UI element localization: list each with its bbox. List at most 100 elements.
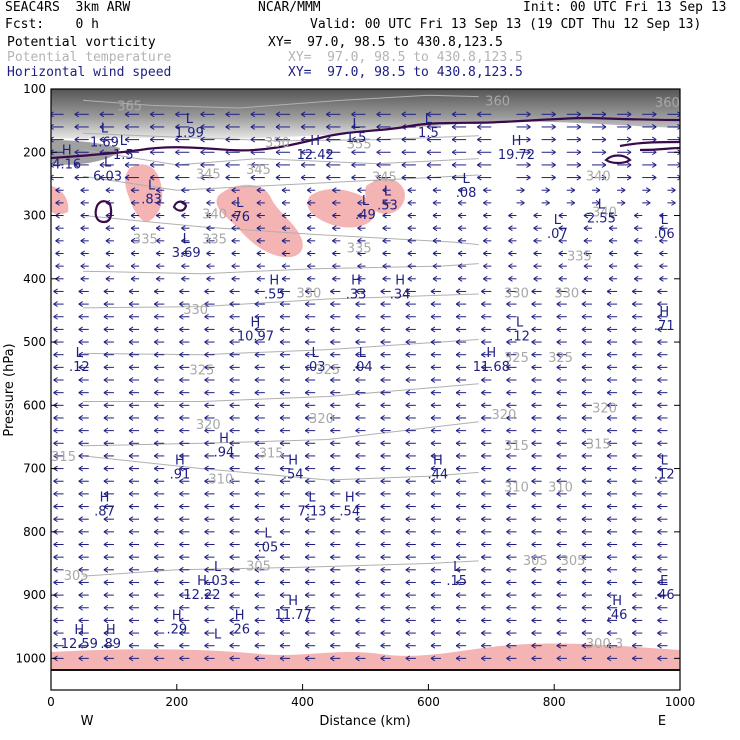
wind-arrow-head (606, 541, 612, 548)
pv-jet-contour-2 (639, 146, 680, 152)
wind-arrow-head (355, 541, 360, 548)
wind-arrow-head (583, 212, 589, 219)
wind-arrow-head (179, 389, 184, 396)
extremum-marker: L (183, 232, 191, 247)
wind-arrow-head (606, 566, 612, 573)
wind-arrow-head (355, 642, 360, 649)
pv-anomaly-1 (51, 186, 69, 215)
extremum-marker: L (661, 213, 669, 228)
wind-arrow-head (477, 161, 482, 168)
wind-arrow-head (204, 528, 209, 535)
wind-arrow-head (153, 617, 159, 624)
extremum-marker: L (101, 121, 109, 136)
field-xy-theta: XY= 97.0, 98.5 to 430.8,123.5 (288, 50, 523, 65)
wind-arrow-head (179, 566, 184, 573)
wind-arrow-head (103, 541, 109, 548)
extremum-marker: H (100, 490, 110, 505)
wind-arrow-head (355, 604, 360, 611)
theta-label: 345 (246, 163, 271, 178)
wind-arrow-head (457, 199, 463, 206)
wind-arrow-head (633, 263, 639, 270)
wind-arrow-head (608, 275, 614, 282)
wind-arrow-head (626, 174, 632, 181)
wind-arrow-head (78, 541, 84, 548)
wind-arrow-head (595, 187, 601, 194)
theta-contour-line (83, 560, 479, 577)
wind-arrow-head (281, 225, 287, 232)
wind-arrow-head (380, 465, 385, 472)
wind-arrow-head (179, 339, 184, 345)
wind-arrow-head (556, 617, 562, 624)
wind-arrow-head (581, 566, 587, 573)
wind-arrow-head (153, 440, 159, 447)
wind-arrow-head (357, 212, 362, 219)
x-tick-label: 600 (417, 695, 440, 709)
wind-arrow-head (481, 364, 486, 371)
wind-arrow-head (606, 478, 612, 485)
wind-arrow-head (304, 478, 310, 485)
wind-arrow-head (124, 111, 130, 118)
wind-arrow-head (531, 541, 536, 548)
wind-arrow-head (477, 136, 482, 143)
wind-arrow-head (531, 503, 536, 510)
wind-arrow-head (128, 478, 134, 485)
wind-arrow-head (179, 630, 184, 636)
wind-arrow-head (606, 301, 612, 308)
extremum-marker: H (175, 454, 185, 469)
wind-arrow-head (430, 554, 436, 561)
x-tick-label: 0 (47, 695, 55, 709)
wind-arrow-head (254, 503, 260, 510)
wind-arrow-head (606, 503, 612, 510)
wind-arrow-head (576, 124, 582, 130)
wind-arrow-head (254, 528, 260, 535)
wind-arrow-head (254, 313, 260, 320)
wind-arrow-head (179, 301, 184, 308)
wind-arrow-head (581, 617, 587, 624)
wind-arrow-head (153, 554, 159, 561)
wind-arrow-head (531, 364, 536, 371)
wind-arrow-head (300, 124, 306, 130)
wind-arrow-head (53, 440, 58, 447)
wind-arrow-head (53, 566, 58, 573)
wind-arrow-head (304, 339, 310, 345)
extremum-marker: L (359, 346, 367, 361)
wind-arrow-head (231, 187, 236, 194)
wind-arrow-head (606, 313, 612, 320)
extremum-value: .89 (100, 637, 121, 652)
wind-arrow-head (608, 212, 614, 219)
wind-arrow-head (332, 199, 337, 206)
wind-arrow-head (254, 364, 260, 371)
extremum-value: .06 (654, 227, 675, 242)
wind-arrow-head (229, 288, 234, 295)
wind-arrow-head (508, 237, 513, 244)
wind-arrow-head (155, 212, 161, 219)
wind-arrow-head (407, 187, 413, 194)
wind-arrow-head (357, 263, 362, 270)
wind-arrow-head (153, 642, 159, 649)
wind-arrow-head (382, 199, 387, 206)
field-name-wind: Horizontal wind speed (7, 65, 172, 80)
wind-arrow-head (506, 655, 511, 662)
wind-arrow-head (405, 351, 411, 358)
wind-arrow-head (229, 579, 234, 586)
wind-arrow-head (355, 655, 360, 662)
wind-arrow-head (53, 579, 58, 586)
wind-arrow-head (405, 478, 411, 485)
wind-arrow-head (229, 427, 234, 434)
wind-arrow-head (103, 440, 109, 447)
wind-arrow-head (430, 630, 436, 636)
wind-arrow-head (130, 250, 136, 257)
wind-arrow-head (576, 136, 582, 143)
wind-arrow-head (355, 415, 360, 421)
theta-label: 330 (504, 286, 529, 301)
wind-arrow-head (581, 516, 587, 523)
wind-arrow-head (229, 351, 234, 358)
wind-arrow-head (231, 212, 236, 219)
extremum-marker: L (598, 197, 606, 212)
wind-arrow-head (651, 124, 657, 130)
extremum-value: 11.77 (275, 608, 312, 623)
wind-arrow-head (304, 617, 310, 624)
wind-arrow-head (556, 630, 562, 636)
wind-arrow-head (229, 301, 234, 308)
wind-arrow-head (556, 301, 562, 308)
